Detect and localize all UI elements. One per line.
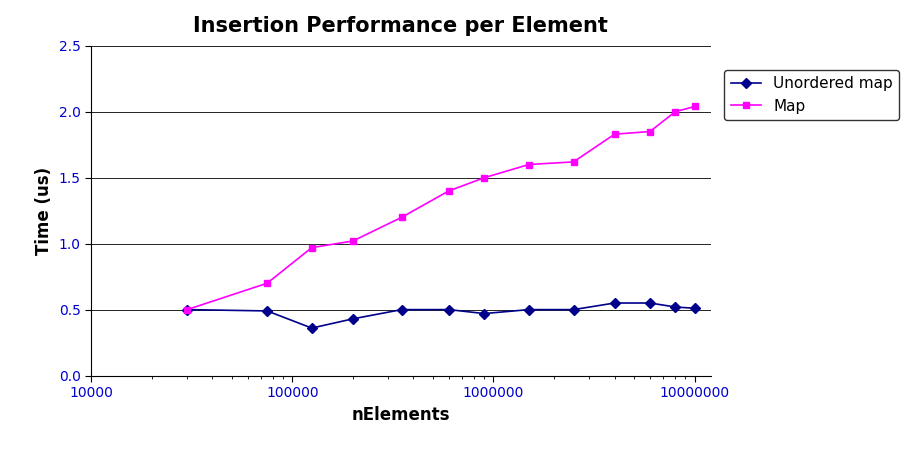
Unordered map [690, 305, 701, 311]
Map [347, 238, 358, 244]
Map [181, 307, 192, 312]
Line: Map: Map [184, 103, 698, 313]
Unordered map [261, 308, 272, 314]
Unordered map [347, 316, 358, 322]
Map [396, 214, 407, 220]
Unordered map [609, 300, 620, 306]
Map [609, 131, 620, 137]
Unordered map [568, 307, 579, 312]
Line: Unordered map: Unordered map [184, 300, 698, 332]
Map [479, 175, 490, 180]
Unordered map [444, 307, 455, 312]
Unordered map [306, 325, 317, 331]
Title: Insertion Performance per Element: Insertion Performance per Element [193, 16, 609, 36]
Map [444, 188, 455, 194]
Map [670, 109, 681, 114]
Map [645, 129, 656, 134]
Unordered map [396, 307, 407, 312]
Map [524, 162, 535, 167]
X-axis label: nElements: nElements [352, 405, 450, 424]
Unordered map [181, 307, 192, 312]
Y-axis label: Time (us): Time (us) [36, 167, 53, 255]
Map [568, 159, 579, 164]
Unordered map [524, 307, 535, 312]
Legend: Unordered map, Map: Unordered map, Map [724, 70, 899, 120]
Map [261, 280, 272, 286]
Map [690, 104, 701, 109]
Unordered map [670, 304, 681, 310]
Map [306, 245, 317, 251]
Unordered map [645, 300, 656, 306]
Unordered map [479, 311, 490, 316]
